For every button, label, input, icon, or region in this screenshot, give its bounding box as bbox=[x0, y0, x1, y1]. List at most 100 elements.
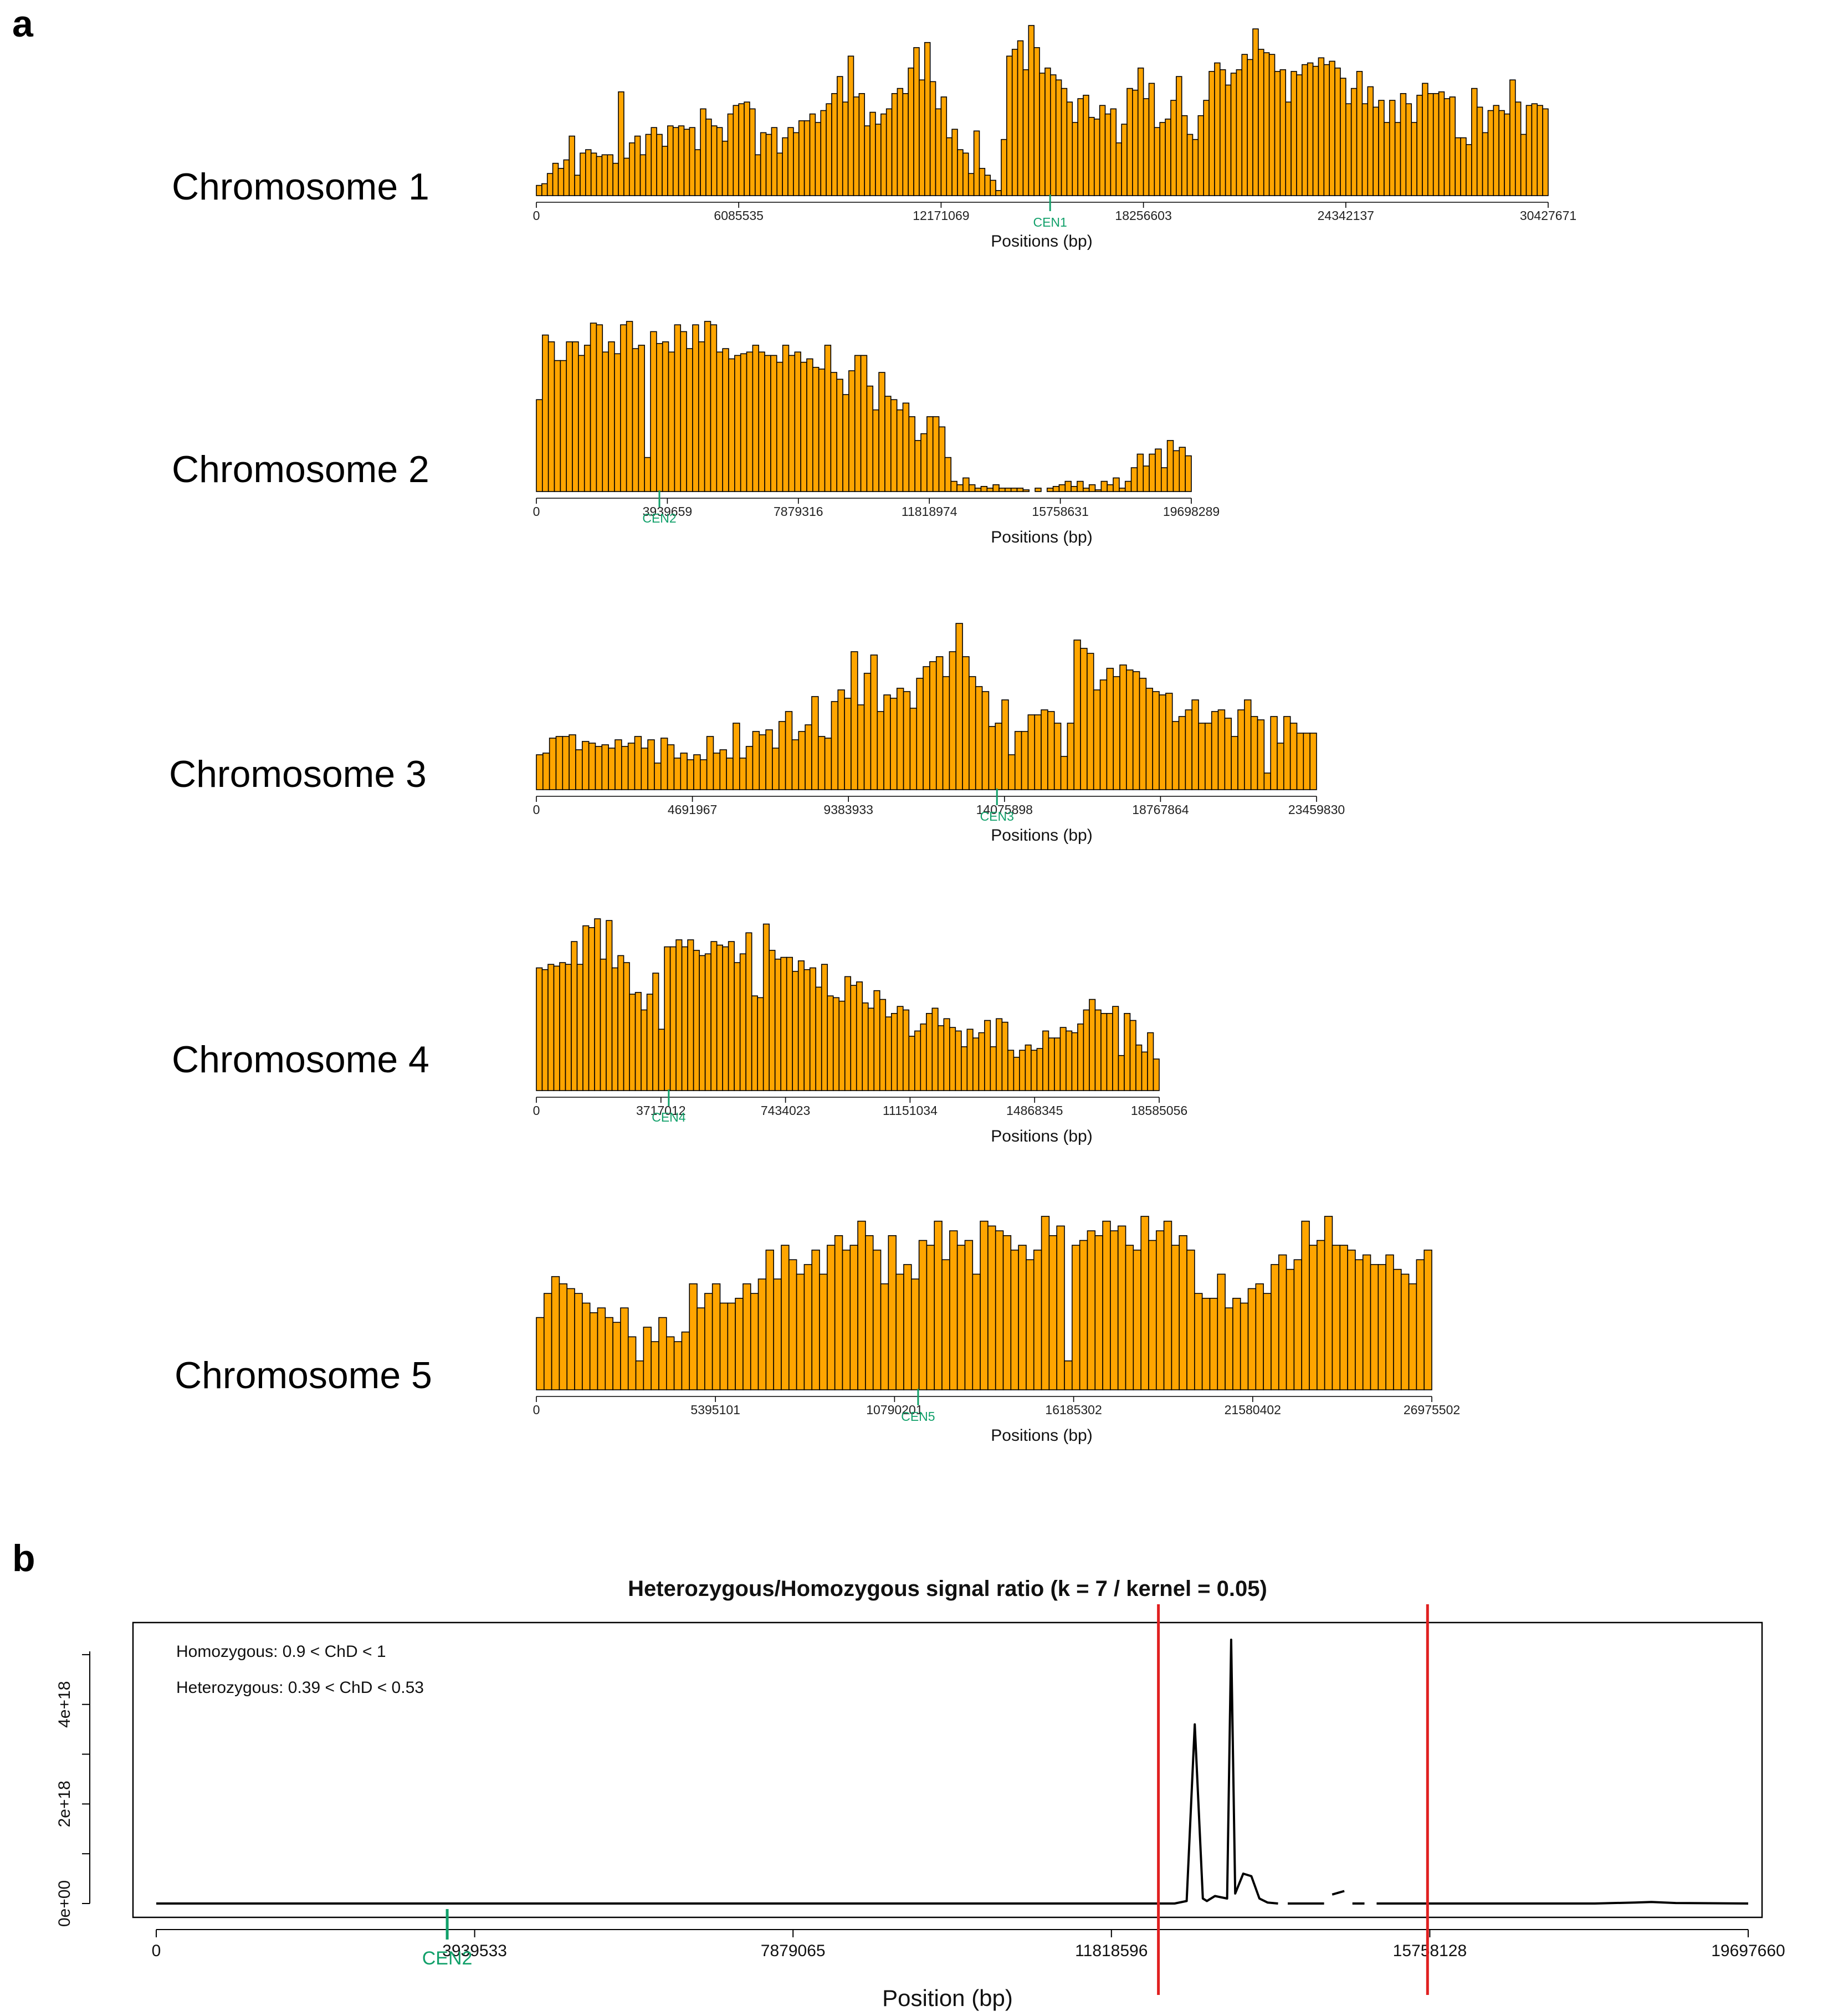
bar bbox=[1209, 1298, 1218, 1390]
bar bbox=[1236, 69, 1243, 196]
bar bbox=[1071, 1032, 1078, 1091]
bar bbox=[853, 96, 860, 196]
bar bbox=[966, 1029, 974, 1091]
bar bbox=[719, 749, 727, 790]
bar bbox=[1393, 1268, 1402, 1390]
bar bbox=[1244, 699, 1252, 790]
bar bbox=[870, 654, 878, 790]
bar bbox=[1416, 1259, 1425, 1390]
bar bbox=[913, 47, 920, 196]
bar bbox=[995, 1230, 1004, 1390]
bar bbox=[551, 1276, 560, 1390]
bar bbox=[792, 971, 799, 1091]
x-axis-title: Position (bp) bbox=[882, 1985, 1013, 2011]
bar bbox=[897, 88, 904, 196]
x-tick-label: 9383933 bbox=[823, 802, 873, 817]
bar bbox=[838, 1000, 846, 1091]
bar bbox=[1498, 110, 1505, 196]
bar bbox=[578, 355, 585, 492]
bar bbox=[955, 623, 963, 790]
bar bbox=[812, 367, 820, 492]
x-tick-label: 0 bbox=[533, 504, 540, 519]
bar bbox=[1278, 1254, 1287, 1390]
bar bbox=[629, 994, 636, 1091]
bar bbox=[788, 1259, 797, 1390]
bar bbox=[662, 341, 669, 492]
x-tick-label: 7879065 bbox=[761, 1942, 826, 1960]
bar bbox=[1400, 1273, 1410, 1390]
bar bbox=[585, 149, 592, 196]
bar bbox=[1378, 1264, 1386, 1390]
bar bbox=[827, 1245, 836, 1390]
bar bbox=[1022, 489, 1030, 492]
bar bbox=[594, 918, 601, 1091]
centromere-label: CEN3 bbox=[980, 809, 1014, 823]
bar bbox=[943, 1018, 950, 1091]
x-tick-label: 5395101 bbox=[690, 1403, 740, 1417]
bar bbox=[1165, 693, 1173, 790]
x-tick-label: 11818596 bbox=[1075, 1942, 1148, 1960]
bar bbox=[1176, 76, 1182, 196]
bar bbox=[914, 1030, 921, 1091]
bar bbox=[644, 457, 651, 492]
chromosome-2-bars bbox=[536, 321, 1192, 492]
bar bbox=[727, 1302, 736, 1390]
bar bbox=[1107, 484, 1114, 492]
signal-line bbox=[156, 1639, 1278, 1905]
bar bbox=[757, 997, 764, 1091]
bar bbox=[627, 743, 636, 790]
bar bbox=[832, 997, 840, 1091]
bar bbox=[687, 939, 694, 1091]
bar bbox=[1509, 79, 1516, 196]
bar bbox=[760, 132, 767, 196]
chromosome-3-plot: Chromosome 3 0 4691967 9383933 14075898 18767… bbox=[169, 623, 1345, 845]
chromosome-5-bars bbox=[536, 1216, 1432, 1390]
bar bbox=[1125, 1245, 1134, 1390]
bar bbox=[914, 440, 921, 492]
bar bbox=[1050, 74, 1057, 196]
panel-a-letter: a bbox=[12, 3, 34, 45]
bar bbox=[788, 355, 796, 492]
bar bbox=[1537, 105, 1543, 196]
bar bbox=[962, 152, 969, 196]
bar bbox=[776, 361, 784, 492]
bar bbox=[565, 964, 572, 1091]
bar bbox=[1361, 103, 1369, 196]
bar bbox=[1271, 1264, 1279, 1390]
bar bbox=[1211, 711, 1219, 790]
bar bbox=[692, 324, 699, 492]
bar bbox=[582, 925, 590, 1091]
bar bbox=[634, 992, 642, 1091]
bar bbox=[926, 1245, 935, 1390]
bar bbox=[781, 1245, 790, 1390]
bar bbox=[1124, 480, 1132, 492]
bar bbox=[950, 480, 957, 492]
bar bbox=[1041, 1216, 1050, 1390]
signal-line bbox=[1332, 1890, 1345, 1896]
bar bbox=[1263, 52, 1270, 196]
bar bbox=[830, 372, 837, 492]
bar bbox=[776, 152, 783, 196]
bar bbox=[678, 125, 685, 196]
bar bbox=[941, 1259, 950, 1390]
bar bbox=[1046, 488, 1054, 492]
bar bbox=[1240, 1302, 1249, 1390]
bar bbox=[880, 113, 887, 196]
bar bbox=[778, 721, 786, 790]
bar bbox=[746, 351, 754, 492]
bar bbox=[628, 142, 636, 196]
x-tick-label: 11151034 bbox=[883, 1103, 938, 1118]
bar bbox=[774, 958, 781, 1091]
bar bbox=[590, 152, 597, 196]
bar bbox=[815, 122, 822, 196]
bar bbox=[1171, 1245, 1180, 1390]
bar bbox=[645, 134, 652, 196]
bar bbox=[711, 125, 718, 196]
bar bbox=[1250, 716, 1258, 790]
bar bbox=[857, 1220, 866, 1390]
bar bbox=[890, 698, 898, 790]
bar bbox=[711, 1283, 721, 1390]
bar bbox=[1303, 733, 1310, 790]
bar bbox=[704, 321, 711, 492]
bar bbox=[547, 341, 555, 492]
